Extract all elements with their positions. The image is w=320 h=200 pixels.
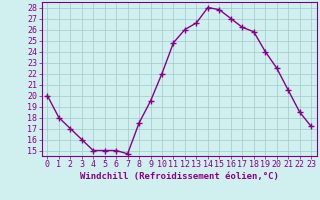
X-axis label: Windchill (Refroidissement éolien,°C): Windchill (Refroidissement éolien,°C)	[80, 172, 279, 181]
